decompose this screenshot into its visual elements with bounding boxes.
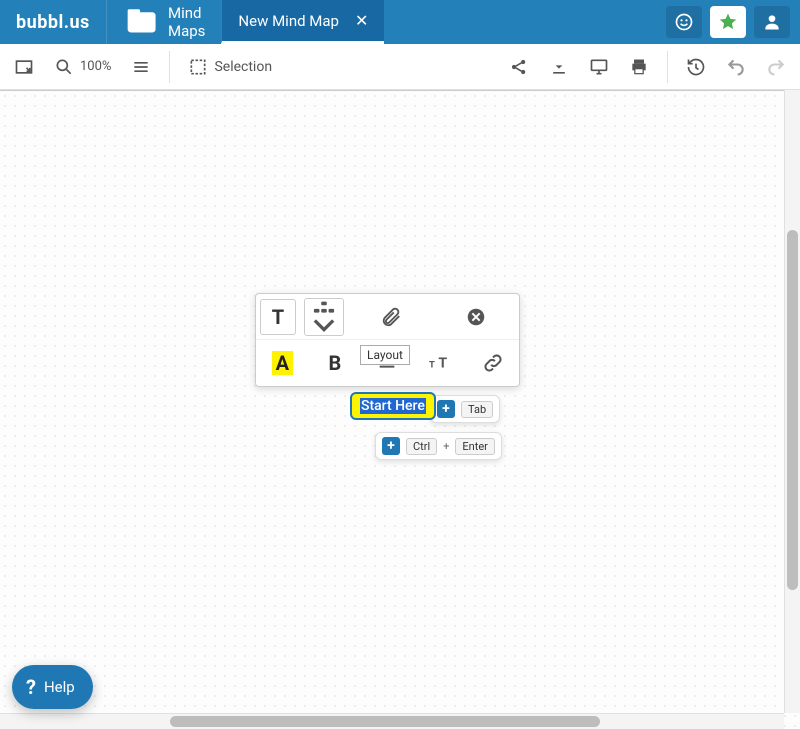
root-bubble[interactable]: Start Here: [350, 392, 436, 420]
share-button[interactable]: [666, 6, 702, 38]
folder-icon: [123, 3, 160, 40]
close-circle-icon: [465, 306, 487, 328]
plus-icon: +: [437, 400, 455, 418]
selection-icon: [188, 57, 208, 77]
horizontal-scrollbar[interactable]: [0, 713, 784, 729]
tab-mind-maps[interactable]: Mind Maps: [106, 0, 222, 44]
undo-icon: [726, 57, 746, 77]
download-icon: [549, 57, 569, 77]
redo-button[interactable]: [758, 51, 794, 83]
zoom-button[interactable]: 100%: [46, 51, 119, 83]
hint-add-sibling[interactable]: + Tab: [430, 395, 500, 423]
print-icon: [629, 57, 649, 77]
attach-tool[interactable]: [348, 294, 434, 339]
smile-icon: [674, 12, 694, 32]
link-icon: [482, 352, 504, 374]
favorite-button[interactable]: [710, 6, 746, 38]
print-button[interactable]: [621, 51, 657, 83]
layout-tooltip: Layout: [360, 345, 410, 365]
popup-row-1: T: [256, 294, 519, 340]
history-icon: [686, 57, 706, 77]
paperclip-icon: [380, 306, 402, 328]
help-label: Help: [44, 678, 75, 696]
layout-tool[interactable]: [304, 298, 344, 336]
hint-add-child[interactable]: + Ctrl + Enter: [375, 432, 502, 460]
highlight-tool[interactable]: A: [256, 340, 309, 386]
key-tab: Tab: [461, 401, 493, 418]
vertical-scrollbar[interactable]: [784, 90, 800, 713]
close-popup[interactable]: [434, 294, 520, 339]
text-tool[interactable]: T: [260, 299, 296, 335]
menu-icon: [131, 57, 151, 77]
download-button[interactable]: [541, 51, 577, 83]
plus-icon: +: [382, 437, 400, 455]
chevron-down-icon: [313, 317, 335, 335]
textsize-tool[interactable]: TT: [414, 340, 467, 386]
account-button[interactable]: [754, 6, 790, 38]
textsize-icon: TT: [429, 352, 451, 374]
share-button[interactable]: [501, 51, 537, 83]
tab-label: New Mind Map: [238, 12, 339, 30]
plus-text: +: [443, 440, 449, 453]
history-button[interactable]: [678, 51, 714, 83]
logo[interactable]: bubbl.us: [0, 0, 106, 44]
present-button[interactable]: [581, 51, 617, 83]
monitor-icon: [589, 57, 609, 77]
link-tool[interactable]: [466, 340, 519, 386]
bubble-text: Start Here: [360, 398, 426, 414]
selection-label: Selection: [214, 59, 272, 75]
svg-text:T: T: [429, 360, 435, 371]
scroll-thumb[interactable]: [787, 230, 798, 590]
layout-icon: [313, 299, 335, 317]
fullscreen-button[interactable]: [6, 51, 42, 83]
scroll-thumb[interactable]: [170, 716, 600, 727]
selection-button[interactable]: Selection: [180, 51, 280, 83]
zoom-icon: [54, 57, 74, 77]
toolbar: 100% Selection: [0, 44, 800, 90]
star-icon: [718, 12, 738, 32]
zoom-value: 100%: [80, 59, 111, 74]
format-popup: T A B TT: [255, 293, 520, 387]
undo-button[interactable]: [718, 51, 754, 83]
tab-label: Mind Maps: [168, 4, 205, 40]
redo-icon: [766, 57, 786, 77]
share-icon: [509, 57, 529, 77]
fullscreen-icon: [14, 57, 34, 77]
help-icon: ?: [26, 675, 36, 699]
close-icon[interactable]: ✕: [355, 11, 368, 30]
person-icon: [762, 12, 782, 32]
tab-new-mind-map[interactable]: New Mind Map ✕: [221, 0, 384, 44]
menu-button[interactable]: [123, 51, 159, 83]
help-button[interactable]: ? Help: [12, 665, 93, 709]
svg-text:T: T: [439, 356, 448, 372]
key-ctrl: Ctrl: [406, 438, 437, 455]
key-enter: Enter: [455, 438, 495, 455]
app-header: bubbl.us Mind Maps New Mind Map ✕: [0, 0, 800, 44]
bold-tool[interactable]: B: [309, 340, 362, 386]
